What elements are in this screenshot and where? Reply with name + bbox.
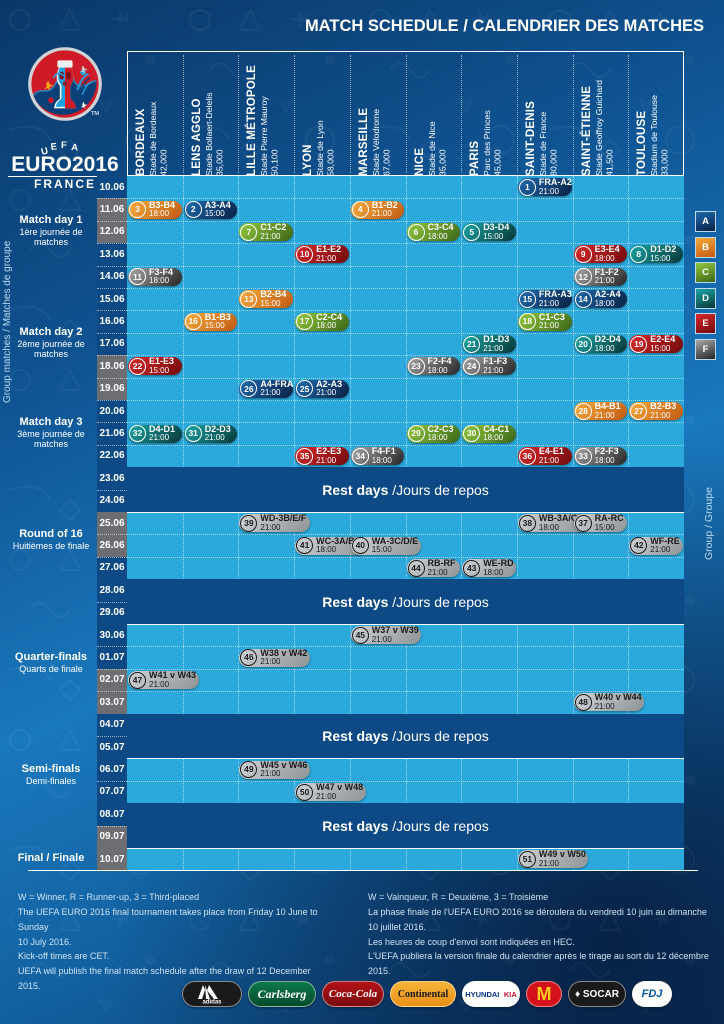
svg-text:A: A	[71, 142, 79, 154]
svg-text:adidas: adidas	[202, 1000, 222, 1005]
svg-text:F: F	[61, 140, 67, 151]
svg-text:E: E	[50, 141, 58, 153]
